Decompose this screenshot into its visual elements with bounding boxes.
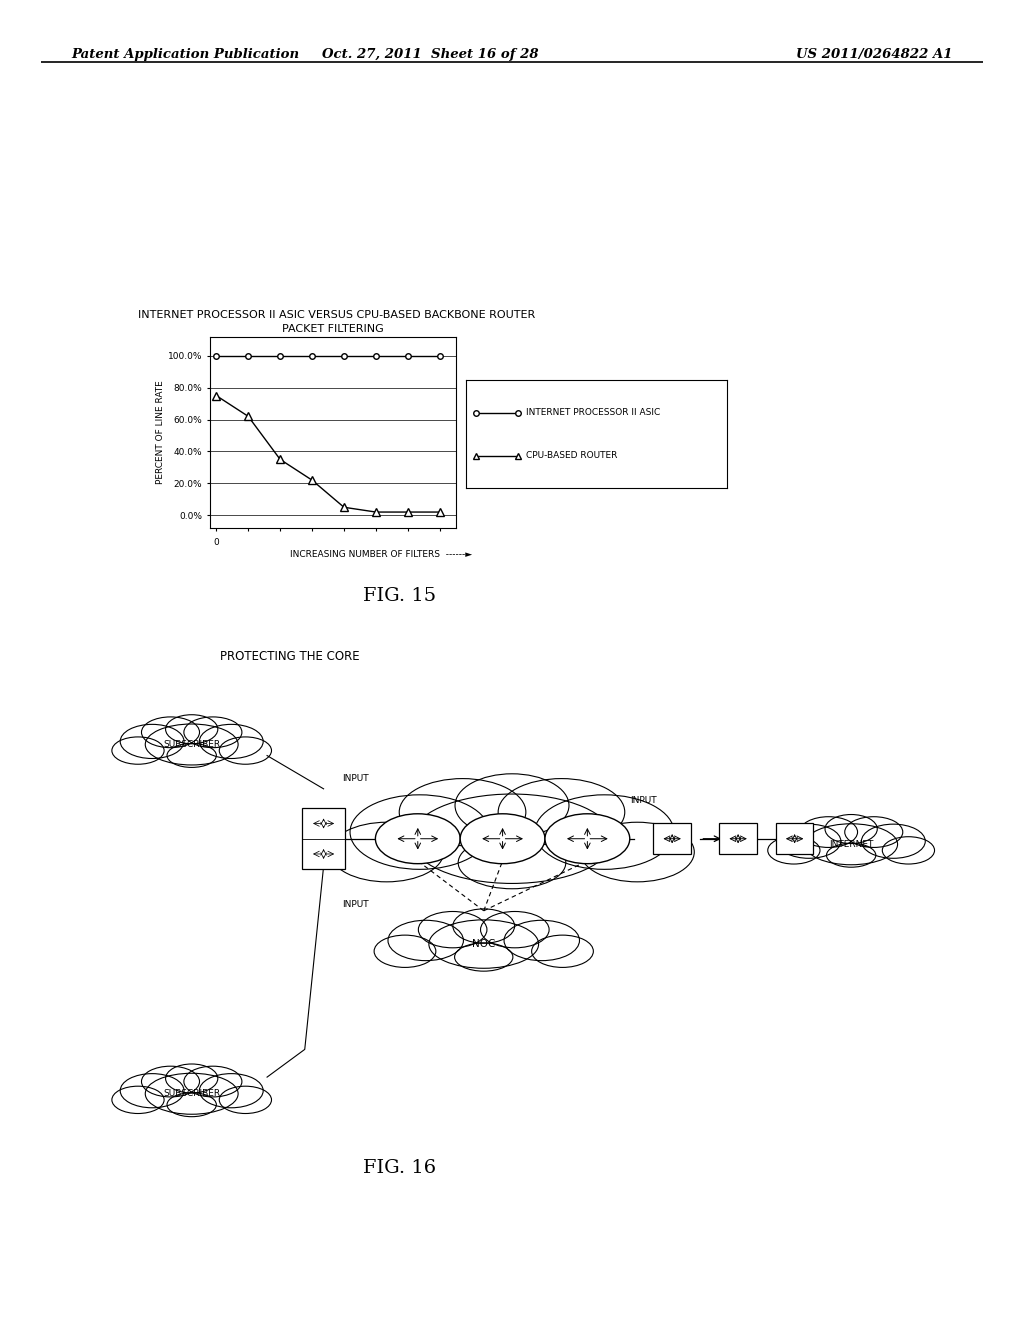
Ellipse shape xyxy=(883,837,935,865)
Text: INTERNET PROCESSOR II ASIC: INTERNET PROCESSOR II ASIC xyxy=(526,408,660,417)
Text: Patent Application Publication: Patent Application Publication xyxy=(72,48,300,61)
Ellipse shape xyxy=(504,920,580,961)
Text: INPUT: INPUT xyxy=(631,796,657,805)
Ellipse shape xyxy=(145,723,239,766)
Ellipse shape xyxy=(581,822,694,882)
Text: PROTECTING THE CORE: PROTECTING THE CORE xyxy=(220,651,359,663)
Bar xyxy=(719,824,757,854)
Y-axis label: PERCENT OF LINE RATE: PERCENT OF LINE RATE xyxy=(156,380,165,484)
Ellipse shape xyxy=(166,1064,218,1093)
Ellipse shape xyxy=(141,1067,200,1097)
Text: INPUT: INPUT xyxy=(342,900,369,908)
Ellipse shape xyxy=(200,725,263,759)
Text: INTERNET: INTERNET xyxy=(829,840,873,849)
Ellipse shape xyxy=(411,795,613,883)
Ellipse shape xyxy=(768,837,820,865)
Ellipse shape xyxy=(800,817,857,847)
Ellipse shape xyxy=(374,935,436,968)
Ellipse shape xyxy=(145,1073,239,1114)
Ellipse shape xyxy=(861,824,926,858)
Ellipse shape xyxy=(777,824,841,858)
Bar xyxy=(776,824,813,854)
Circle shape xyxy=(460,813,545,863)
Text: Oct. 27, 2011  Sheet 16 of 28: Oct. 27, 2011 Sheet 16 of 28 xyxy=(322,48,539,61)
Ellipse shape xyxy=(805,824,898,865)
Ellipse shape xyxy=(455,942,513,972)
Bar xyxy=(653,824,691,854)
Ellipse shape xyxy=(200,1073,263,1107)
Ellipse shape xyxy=(112,1086,164,1114)
Ellipse shape xyxy=(429,920,539,969)
Ellipse shape xyxy=(184,717,242,747)
Ellipse shape xyxy=(166,714,218,743)
Ellipse shape xyxy=(845,817,903,847)
Ellipse shape xyxy=(167,743,216,767)
Ellipse shape xyxy=(498,779,625,846)
Ellipse shape xyxy=(112,737,164,764)
Ellipse shape xyxy=(453,909,515,944)
Ellipse shape xyxy=(826,843,876,867)
Ellipse shape xyxy=(531,935,593,968)
Text: US 2011/0264822 A1: US 2011/0264822 A1 xyxy=(796,48,952,61)
Text: INPUT: INPUT xyxy=(342,775,369,783)
Text: CPU-BASED ROUTER: CPU-BASED ROUTER xyxy=(526,451,617,461)
Ellipse shape xyxy=(535,795,674,870)
Title: PACKET FILTERING: PACKET FILTERING xyxy=(282,325,384,334)
Text: INTERNET PROCESSOR II ASIC VERSUS CPU-BASED BACKBONE ROUTER: INTERNET PROCESSOR II ASIC VERSUS CPU-BA… xyxy=(138,310,536,321)
Text: SERVICE PROVIDER: SERVICE PROVIDER xyxy=(465,834,559,843)
Text: SUBSCRIBER: SUBSCRIBER xyxy=(163,741,220,748)
Ellipse shape xyxy=(219,1086,271,1114)
Text: FIG. 16: FIG. 16 xyxy=(362,1159,436,1177)
Ellipse shape xyxy=(184,1067,242,1097)
Ellipse shape xyxy=(458,837,566,888)
Bar xyxy=(302,808,345,870)
Ellipse shape xyxy=(120,725,184,759)
Ellipse shape xyxy=(480,912,549,948)
Ellipse shape xyxy=(330,822,443,882)
Text: 0: 0 xyxy=(213,537,219,546)
Ellipse shape xyxy=(455,774,569,837)
Ellipse shape xyxy=(419,912,487,948)
Ellipse shape xyxy=(167,1093,216,1117)
Text: SUBSCRIBER: SUBSCRIBER xyxy=(163,1089,220,1098)
Ellipse shape xyxy=(120,1073,184,1107)
Text: INCREASING NUMBER OF FILTERS  ------►: INCREASING NUMBER OF FILTERS ------► xyxy=(290,550,472,560)
Ellipse shape xyxy=(350,795,489,870)
Ellipse shape xyxy=(388,920,464,961)
Ellipse shape xyxy=(825,814,878,843)
Ellipse shape xyxy=(141,717,200,747)
Circle shape xyxy=(545,813,630,863)
Circle shape xyxy=(376,813,460,863)
Text: FIG. 15: FIG. 15 xyxy=(362,587,436,606)
Ellipse shape xyxy=(399,779,526,846)
Text: NOC: NOC xyxy=(472,939,496,949)
Ellipse shape xyxy=(219,737,271,764)
